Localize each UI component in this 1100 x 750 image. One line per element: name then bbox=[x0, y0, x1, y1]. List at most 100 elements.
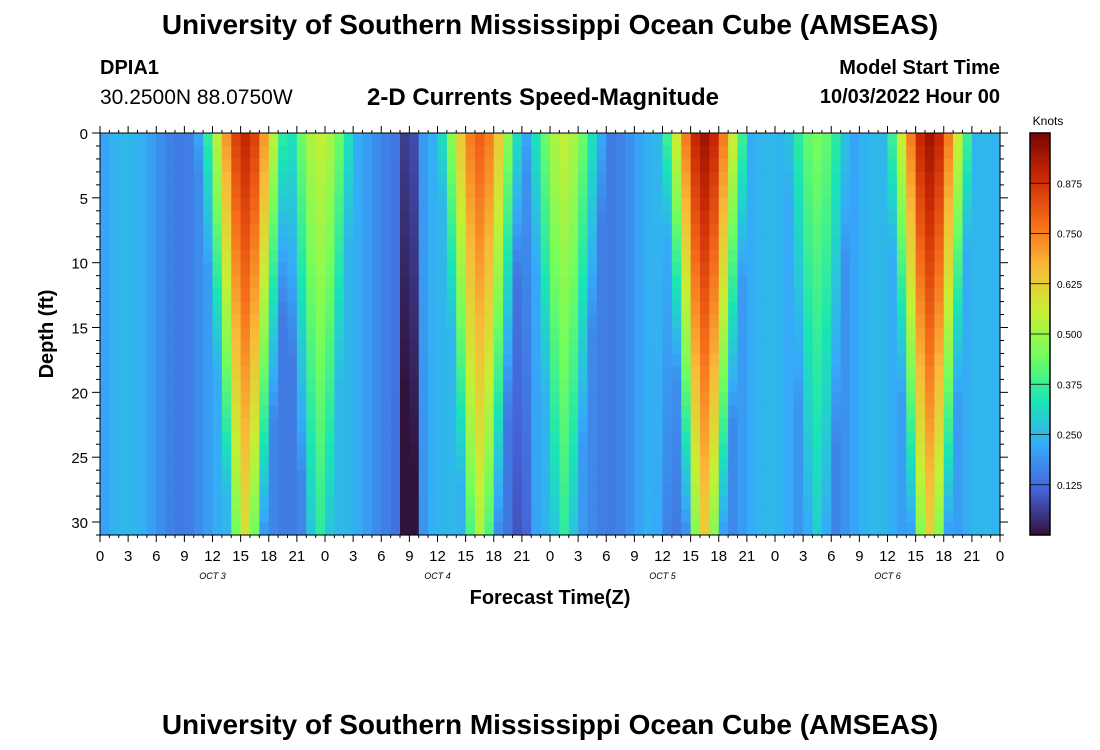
heatmap-cell bbox=[212, 340, 223, 355]
heatmap-cell bbox=[625, 405, 635, 419]
heatmap-cell bbox=[878, 353, 889, 368]
heatmap-cell bbox=[315, 405, 326, 419]
heatmap-cell bbox=[475, 223, 485, 238]
heatmap-cell bbox=[784, 275, 795, 290]
heatmap-cell bbox=[962, 379, 973, 393]
heatmap-cell bbox=[203, 275, 214, 290]
heatmap-cell bbox=[775, 223, 785, 238]
heatmap-cell bbox=[906, 133, 917, 147]
heatmap-cell bbox=[521, 236, 532, 251]
heatmap-cell bbox=[231, 184, 242, 199]
heatmap-cell bbox=[400, 288, 410, 303]
heatmap-cell bbox=[653, 483, 664, 497]
heatmap-cell bbox=[268, 288, 279, 303]
heatmap-cell bbox=[353, 418, 364, 432]
heatmap-cell bbox=[137, 223, 148, 238]
heatmap-cell bbox=[728, 301, 739, 316]
heatmap-cell bbox=[259, 405, 270, 419]
heatmap-cell bbox=[212, 133, 223, 147]
heatmap-cell bbox=[118, 171, 129, 186]
heatmap-cell bbox=[484, 522, 495, 536]
heatmap-cell bbox=[146, 171, 157, 186]
heatmap-cell bbox=[484, 392, 495, 406]
heatmap-cell bbox=[728, 275, 739, 290]
heatmap-cell bbox=[934, 249, 945, 264]
heatmap-cell bbox=[465, 262, 476, 277]
heatmap-cell bbox=[503, 353, 514, 368]
heatmap-cell bbox=[493, 470, 504, 484]
heatmap-cell bbox=[540, 314, 551, 329]
heatmap-cell bbox=[315, 184, 326, 199]
heatmap-cell bbox=[550, 470, 560, 484]
heatmap-cell bbox=[718, 340, 729, 355]
heatmap-cell bbox=[184, 431, 195, 445]
heatmap-cell bbox=[315, 379, 326, 393]
heatmap-cell bbox=[859, 327, 870, 342]
heatmap-cell bbox=[568, 431, 579, 445]
heatmap-cell bbox=[137, 431, 148, 445]
heatmap-cell bbox=[353, 379, 364, 393]
heatmap-cell bbox=[409, 431, 420, 445]
heatmap-cell bbox=[559, 288, 570, 303]
heatmap-cell bbox=[859, 509, 870, 523]
heatmap-cell bbox=[831, 158, 842, 173]
heatmap-cell bbox=[231, 197, 242, 212]
heatmap-cell bbox=[306, 379, 317, 393]
heatmap-cell bbox=[606, 262, 617, 277]
heatmap-cell bbox=[400, 509, 410, 523]
heatmap-cell bbox=[353, 405, 364, 419]
heatmap-cell bbox=[193, 184, 204, 199]
heatmap-cell bbox=[334, 210, 345, 225]
heatmap-cell bbox=[606, 223, 617, 238]
x-tick-label: 9 bbox=[405, 548, 413, 565]
heatmap-cell bbox=[653, 418, 664, 432]
heatmap-cell bbox=[831, 184, 842, 199]
heatmap-cell bbox=[437, 366, 448, 380]
heatmap-cell bbox=[503, 288, 514, 303]
heatmap-cell bbox=[128, 444, 139, 458]
heatmap-cell bbox=[418, 133, 429, 147]
heatmap-cell bbox=[793, 133, 804, 147]
heatmap-cell bbox=[493, 340, 504, 355]
heatmap-cell bbox=[259, 392, 270, 406]
heatmap-cell bbox=[596, 327, 607, 342]
heatmap-cell bbox=[156, 145, 167, 160]
heatmap-cell bbox=[296, 405, 307, 419]
heatmap-cell bbox=[484, 457, 495, 471]
heatmap-cell bbox=[118, 457, 129, 471]
heatmap-cell bbox=[934, 418, 945, 432]
heatmap-cell bbox=[887, 288, 898, 303]
heatmap-cell bbox=[250, 288, 260, 303]
heatmap-cell bbox=[587, 158, 598, 173]
heatmap-cell bbox=[859, 145, 870, 160]
heatmap-cell bbox=[371, 133, 382, 147]
heatmap-cell bbox=[728, 210, 739, 225]
heatmap-cell bbox=[981, 288, 992, 303]
heatmap-cell bbox=[137, 314, 148, 329]
x-tick-label: 15 bbox=[232, 548, 249, 565]
heatmap-cell bbox=[193, 301, 204, 316]
heatmap-cell bbox=[587, 275, 598, 290]
heatmap-cell bbox=[906, 418, 917, 432]
heatmap-cell bbox=[231, 366, 242, 380]
heatmap-cell bbox=[756, 184, 767, 199]
heatmap-cell bbox=[943, 353, 954, 368]
heatmap-cell bbox=[906, 288, 917, 303]
heatmap-cell bbox=[793, 522, 804, 536]
heatmap-cell bbox=[446, 327, 457, 342]
heatmap-cell bbox=[371, 509, 382, 523]
heatmap-cell bbox=[437, 314, 448, 329]
heatmap-cell bbox=[250, 496, 260, 510]
heatmap-cell bbox=[606, 470, 617, 484]
heatmap-cell bbox=[568, 314, 579, 329]
heatmap-cell bbox=[268, 366, 279, 380]
heatmap-cell bbox=[887, 496, 898, 510]
heatmap-cell bbox=[671, 262, 682, 277]
heatmap-cell bbox=[859, 431, 870, 445]
heatmap-cell bbox=[700, 327, 710, 342]
heatmap-cell bbox=[456, 457, 467, 471]
heatmap-cell bbox=[428, 223, 439, 238]
heatmap-cell bbox=[390, 249, 401, 264]
heatmap-cell bbox=[390, 301, 401, 316]
heatmap-cell bbox=[981, 301, 992, 316]
